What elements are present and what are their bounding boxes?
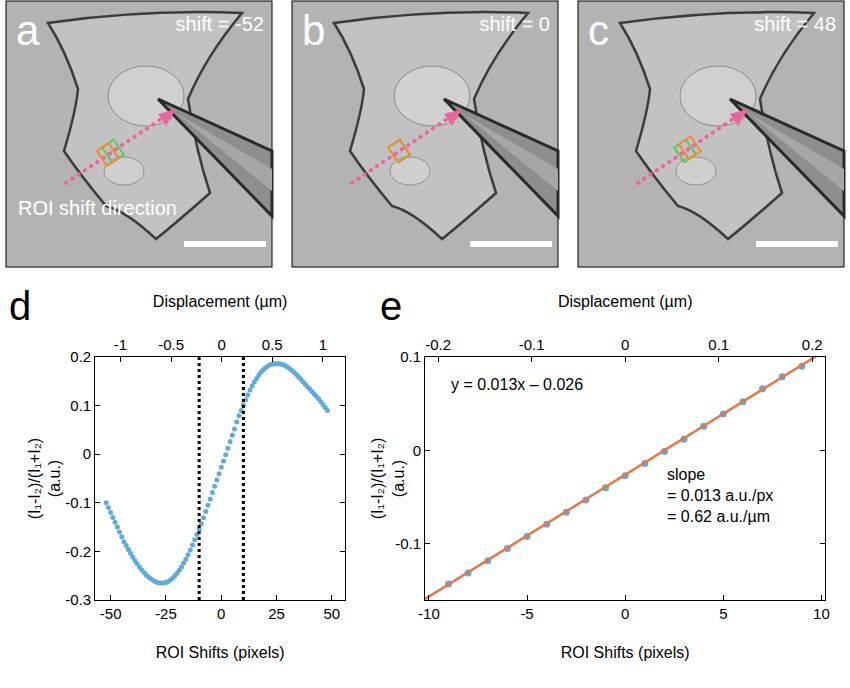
svg-text:-0.1: -0.1	[395, 535, 421, 552]
svg-text:-0.3: -0.3	[65, 591, 91, 608]
svg-text:0.1: 0.1	[708, 336, 729, 353]
svg-text:ROI Shifts (pixels): ROI Shifts (pixels)	[561, 644, 690, 661]
svg-text:y = 0.013x – 0.026: y = 0.013x – 0.026	[451, 376, 583, 393]
svg-text:(I₁-I₂)/(I₁+I₂)(a.u.): (I₁-I₂)/(I₁+I₂)(a.u.)	[26, 438, 64, 519]
svg-text:-0.2: -0.2	[65, 543, 91, 560]
svg-text:-1: -1	[114, 336, 127, 353]
svg-text:0: 0	[83, 445, 91, 462]
svg-text:5: 5	[719, 605, 727, 622]
svg-text:ROI shift direction: ROI shift direction	[18, 197, 177, 219]
svg-text:-50: -50	[100, 605, 122, 622]
svg-text:Displacement (µm): Displacement (µm)	[153, 293, 288, 310]
svg-text:50: 50	[323, 605, 340, 622]
svg-text:0.1: 0.1	[70, 397, 91, 414]
svg-text:shift = 48: shift = 48	[754, 13, 836, 35]
svg-text:-25: -25	[155, 605, 177, 622]
svg-text:a: a	[16, 7, 40, 54]
svg-text:0: 0	[621, 336, 629, 353]
svg-text:0.2: 0.2	[802, 336, 823, 353]
svg-text:shift = 0: shift = 0	[479, 13, 550, 35]
svg-text:Displacement (µm): Displacement (µm)	[558, 293, 693, 310]
svg-text:e: e	[380, 284, 402, 328]
svg-text:-0.2: -0.2	[425, 336, 451, 353]
svg-text:0.2: 0.2	[70, 348, 91, 365]
svg-text:25: 25	[268, 605, 285, 622]
svg-text:0: 0	[217, 336, 225, 353]
svg-text:0.5: 0.5	[262, 336, 283, 353]
svg-text:10: 10	[813, 605, 830, 622]
svg-text:-10: -10	[418, 605, 440, 622]
svg-text:d: d	[9, 284, 31, 328]
svg-text:-0.5: -0.5	[158, 336, 184, 353]
svg-text:slope= 0.013 a.u./px= 0.62 a.u: slope= 0.013 a.u./px= 0.62 a.u./µm	[667, 466, 773, 525]
svg-text:0: 0	[413, 442, 421, 459]
svg-text:(I₁-I₂)/(I₁+I₂)(a.u.): (I₁-I₂)/(I₁+I₂)(a.u.)	[369, 438, 407, 519]
svg-text:1: 1	[319, 336, 327, 353]
svg-text:0: 0	[217, 605, 225, 622]
svg-text:-0.1: -0.1	[519, 336, 545, 353]
svg-text:0.1: 0.1	[400, 348, 421, 365]
svg-text:-5: -5	[520, 605, 533, 622]
svg-text:b: b	[302, 7, 325, 54]
svg-text:ROI Shifts (pixels): ROI Shifts (pixels)	[156, 644, 285, 661]
svg-text:shift = -52: shift = -52	[176, 13, 264, 35]
svg-text:0: 0	[621, 605, 629, 622]
svg-text:c: c	[588, 7, 609, 54]
svg-text:-0.1: -0.1	[65, 494, 91, 511]
